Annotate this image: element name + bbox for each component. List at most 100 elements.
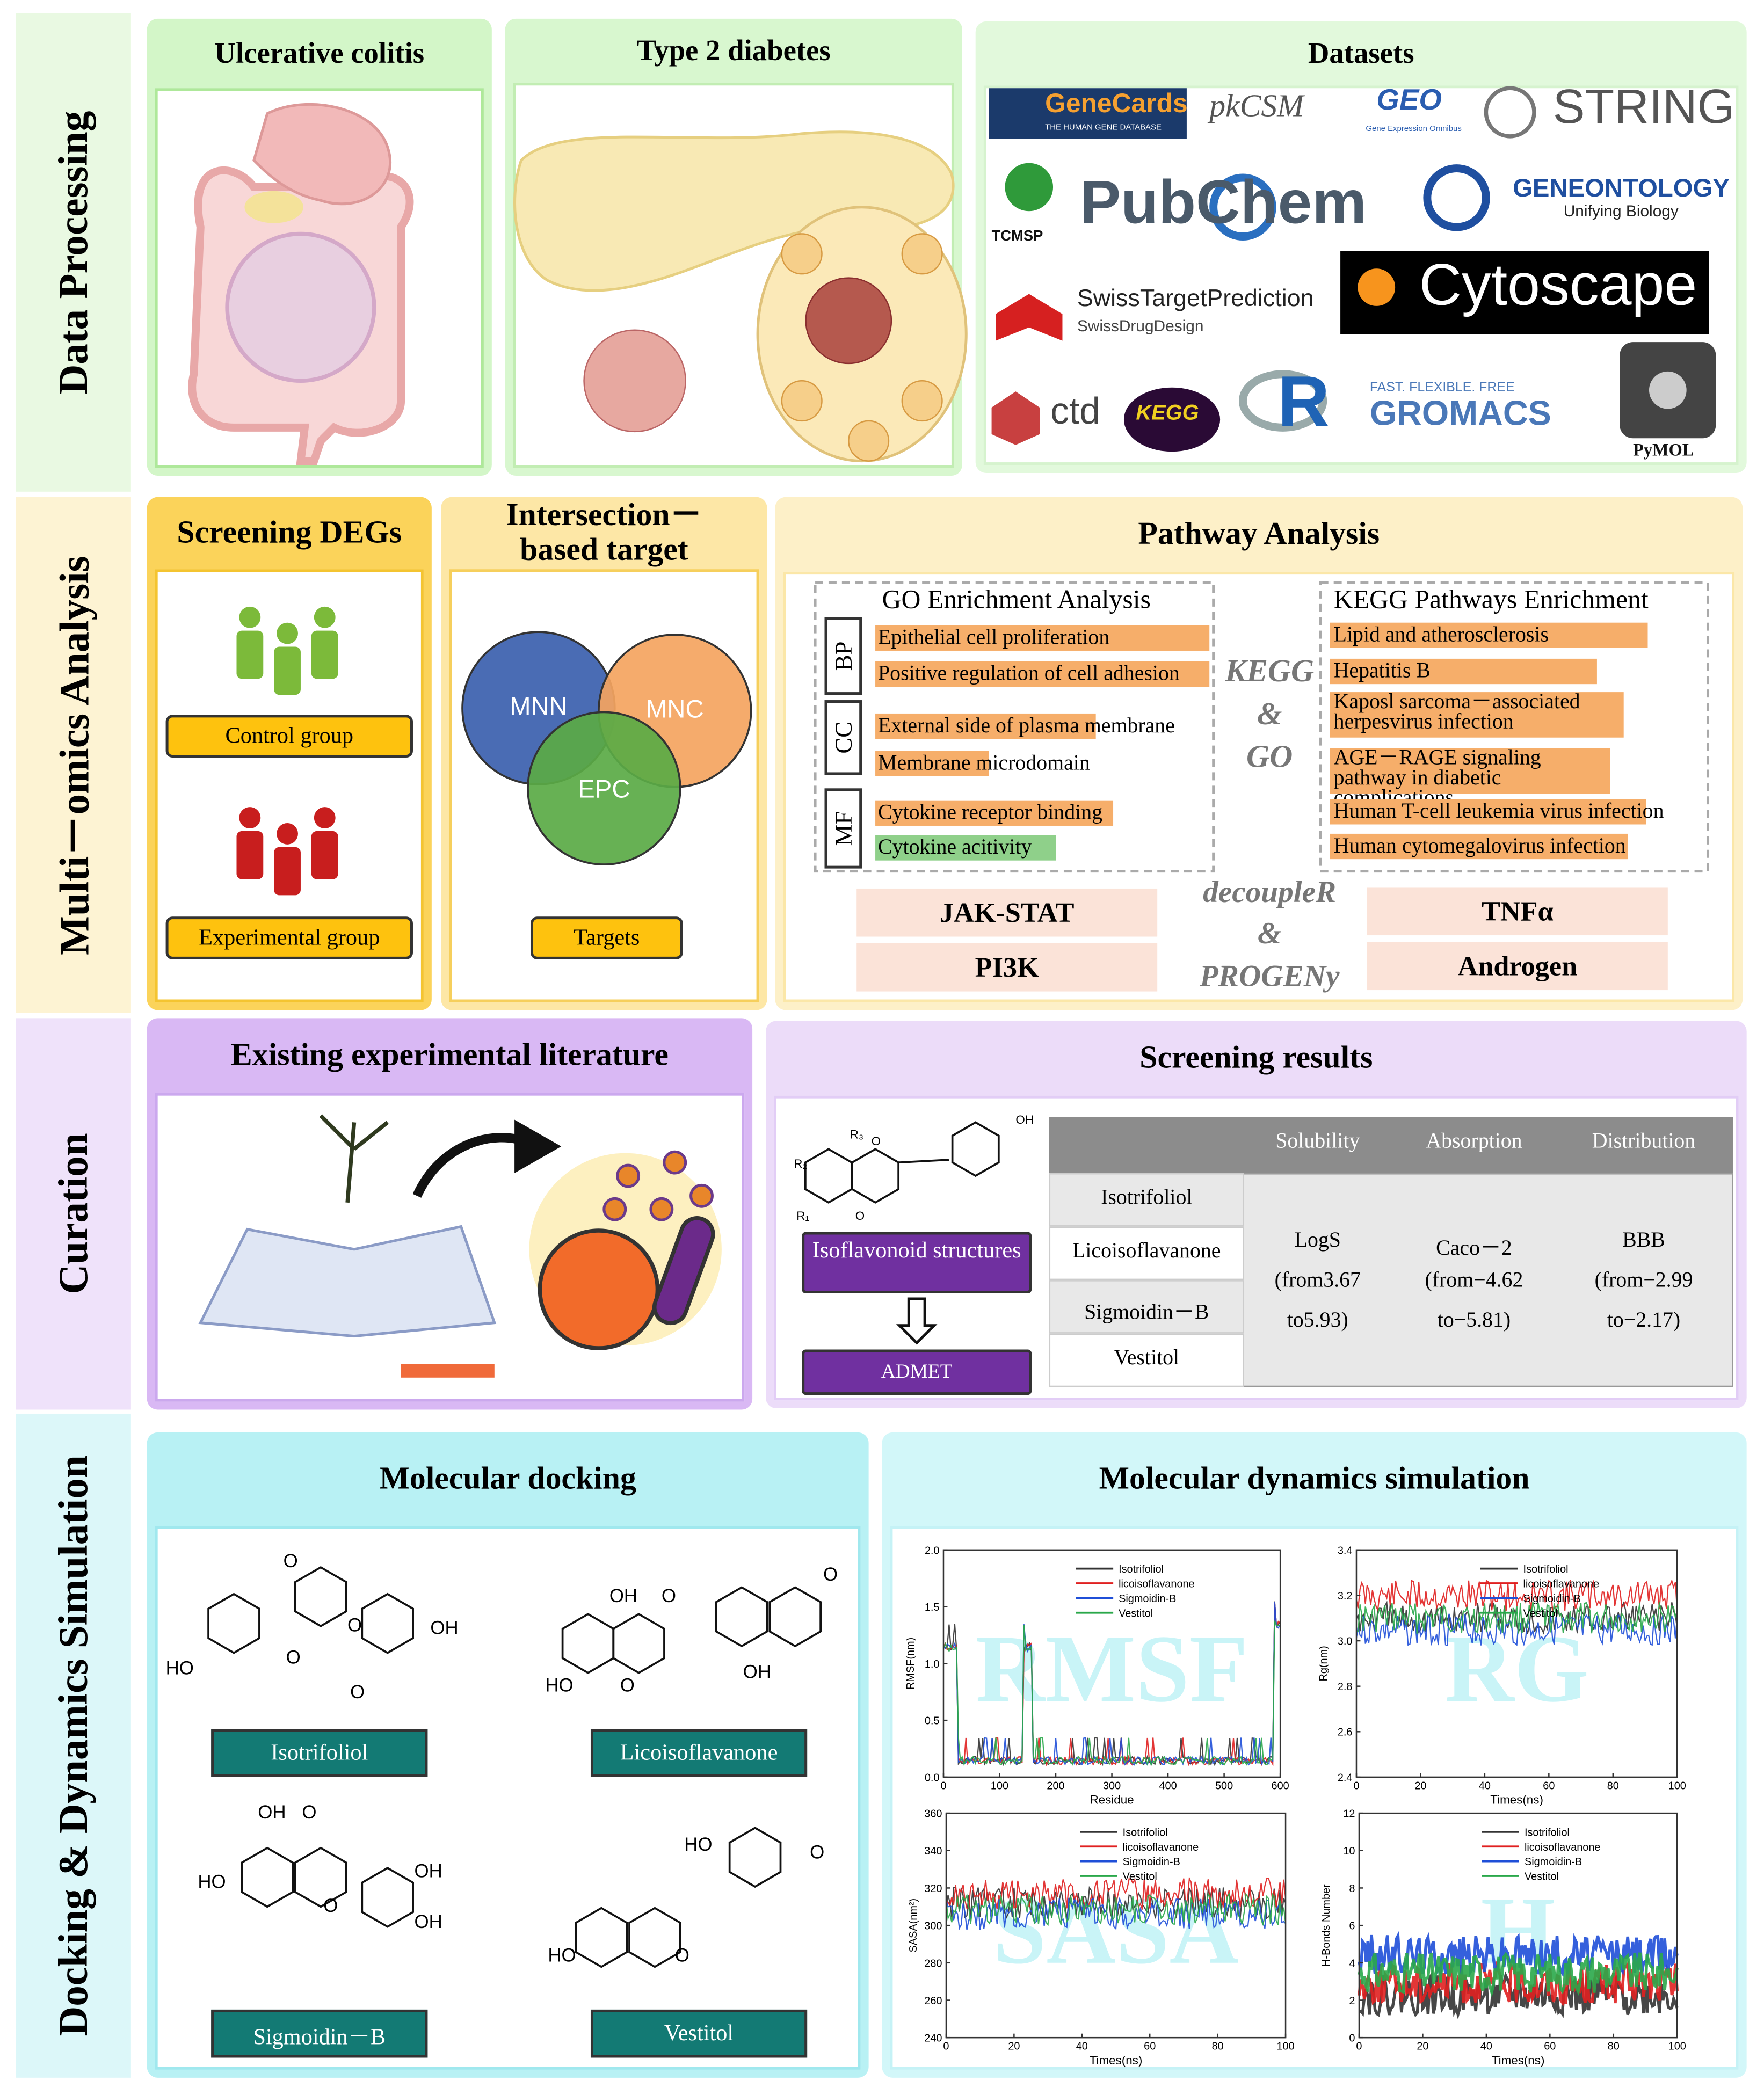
y-tick-label: 1.5 (925, 1602, 940, 1613)
trace-group (945, 1876, 1287, 1931)
trace (1358, 1952, 1679, 1998)
go-bar (875, 625, 1210, 651)
logo-text: pkCSM (1209, 89, 1304, 125)
molecule-ring (294, 1846, 347, 1908)
atom-label: HO (548, 1944, 576, 1966)
group-label: Control group (165, 715, 413, 758)
logo-icon (1358, 268, 1396, 306)
y-tick-label: 0.0 (925, 1772, 940, 1784)
y-tick-label: 2.8 (1338, 1681, 1353, 1693)
cell (781, 380, 823, 422)
logo-icon (1209, 173, 1276, 241)
x-tick-label: 20 (1008, 2041, 1020, 2053)
kegg-term: Hepatitis B (1333, 660, 1431, 683)
x-tick-label: 200 (1047, 1780, 1064, 1792)
atom-label: R₂ (794, 1157, 808, 1171)
x-tick-label: 100 (991, 1780, 1008, 1792)
logo-text: PyMOL (1633, 439, 1694, 460)
atom-label: O (823, 1563, 838, 1585)
logo-bg (1340, 251, 1709, 334)
compound-cell: Licoisoflavanone (1072, 1240, 1221, 1263)
x-tick-label: 0 (940, 1780, 946, 1792)
logo-text: ctd (1050, 390, 1101, 432)
panel-title: Intersection－based target (506, 498, 702, 568)
atom-label: O (810, 1841, 825, 1863)
molecule-ring (561, 1613, 615, 1674)
person-icon (236, 831, 264, 879)
section-band (16, 1413, 131, 2078)
atom-label: O (347, 1614, 362, 1636)
x-tick-label: 100 (1668, 1780, 1686, 1792)
molecule-ring (361, 1866, 414, 1928)
y-tick-label: 8 (1349, 1883, 1355, 1895)
kegg-term: AGE－RAGE signaling pathway in diabetic c… (1333, 747, 1541, 810)
person-icon (314, 606, 336, 628)
person-icon (314, 807, 336, 828)
tube (652, 1216, 715, 1325)
method-label: PROGENy (1199, 959, 1340, 993)
compound-cell: Sigmoidin－B (1084, 1301, 1209, 1325)
targets-button: Targets (530, 916, 683, 959)
watermark: SASA (993, 1877, 1239, 1984)
arrow-head (514, 1119, 562, 1174)
kegg-go-label: GO (1246, 740, 1293, 775)
y-tick-label: 240 (924, 2033, 942, 2045)
pancreas-small (244, 191, 303, 223)
atom-label: O (286, 1646, 301, 1668)
logo-text: TCMSP (991, 228, 1043, 245)
ring (951, 1121, 1000, 1177)
kegg-go-label: KEGG (1225, 654, 1315, 690)
table-cell: Caco－2 (1436, 1237, 1512, 1260)
logo-bg (1123, 387, 1221, 452)
atom-label: O (674, 1944, 689, 1966)
go-group-label: BP (824, 617, 862, 695)
x-tick-label: 100 (1276, 2041, 1294, 2053)
person-icon (239, 606, 261, 628)
logo-text: GENEONTOLOGY (1513, 175, 1730, 203)
table-header-cell: Solubility (1275, 1130, 1360, 1153)
atom-label: HO (198, 1871, 226, 1892)
compound-label: Isotrifoliol (211, 1729, 428, 1777)
compound-label: Licoisoflavanone (590, 1729, 808, 1777)
logo-text: SwissDrugDesign (1077, 316, 1204, 336)
x-tick-label: 80 (1607, 1780, 1619, 1792)
x-tick-label: 0 (943, 2041, 949, 2053)
table-cell: (from−2.99 (1594, 1269, 1693, 1292)
atom-label: O (350, 1681, 365, 1703)
trace-group (1358, 1930, 1679, 2020)
venn-circle (527, 711, 681, 866)
y-tick-label: 3.2 (1338, 1590, 1353, 1602)
kegg-term: Human cytomegalovirus infection (1333, 835, 1626, 858)
logo-icon (996, 294, 1063, 341)
atom-label: O (302, 1801, 317, 1823)
go-frame (814, 581, 1215, 873)
table-cell: to−2.17) (1607, 1309, 1681, 1333)
legend-label: Sigmoidin-B (1123, 1856, 1180, 1868)
table-header (1049, 1117, 1733, 1174)
y-tick-label: 0.5 (925, 1715, 940, 1727)
cell (848, 420, 890, 462)
admet-label: ADMET (802, 1349, 1032, 1395)
x-tick-label: 100 (1668, 2041, 1686, 2053)
logo-bg (989, 88, 1187, 139)
x-tick-label: 400 (1159, 1780, 1177, 1792)
panel-title: Screening results (1139, 1040, 1373, 1075)
panel-title: Screening DEGs (177, 515, 402, 550)
x-tick-label: 300 (1103, 1780, 1121, 1792)
person-icon (274, 646, 301, 695)
go-group-text: CC (829, 721, 856, 754)
y-tick-label: 2 (1349, 1995, 1355, 2007)
y-tick-label: 3.0 (1338, 1636, 1353, 1648)
legend-label: Vestitol (1123, 1871, 1157, 1883)
logo-icon (1484, 86, 1536, 139)
logo-text: GeneCards (1045, 89, 1188, 119)
molecule-atom (663, 1150, 687, 1175)
trace (945, 1892, 1287, 1926)
go-term: Membrane microdomain (878, 752, 1090, 775)
y-axis-label: RMSF(nm) (905, 1638, 917, 1690)
x-tick-label: 80 (1608, 2041, 1620, 2053)
kegg-term: Lipid and atherosclerosis (1333, 624, 1549, 647)
pathway-box: PI3K (856, 943, 1158, 992)
kegg-go-label: & (1257, 697, 1282, 732)
